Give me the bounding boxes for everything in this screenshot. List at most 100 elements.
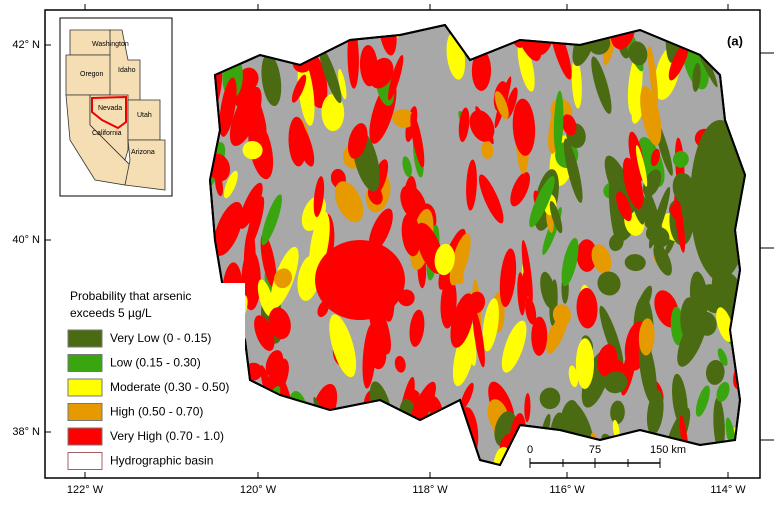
patch — [522, 270, 529, 302]
patch — [501, 320, 527, 373]
patch — [680, 297, 699, 342]
panel-label: (a) — [727, 33, 743, 48]
patch — [549, 200, 563, 234]
legend-label: Moderate (0.30 - 0.50) — [110, 380, 229, 394]
patch — [347, 26, 359, 89]
patch — [260, 233, 277, 288]
state-ut — [127, 99, 161, 141]
patch — [531, 316, 548, 356]
patch — [254, 315, 275, 351]
patch — [309, 211, 330, 277]
patch — [329, 314, 357, 378]
patch — [434, 243, 455, 276]
patch — [257, 279, 274, 317]
patch — [261, 53, 282, 107]
patch — [291, 74, 307, 103]
patch — [690, 120, 745, 280]
state-label: Arizona — [131, 149, 155, 156]
patch — [521, 239, 533, 304]
scale-label: 75 — [589, 444, 601, 456]
patch — [603, 371, 628, 394]
longitude-label: 114° W — [710, 484, 746, 496]
patch — [213, 201, 244, 256]
legend-title: exceeds 5 µg/L — [70, 306, 152, 320]
patch — [288, 116, 307, 167]
legend-swatch — [67, 378, 103, 397]
patch — [540, 271, 556, 309]
study-area-inset — [91, 95, 127, 130]
study-area-outline — [208, 23, 747, 467]
patch — [716, 381, 730, 402]
patch — [604, 155, 635, 214]
patch — [475, 106, 494, 145]
patch — [561, 114, 577, 136]
patch — [635, 144, 648, 187]
patch — [672, 150, 689, 168]
patch — [524, 393, 531, 423]
patch — [634, 285, 653, 321]
patch — [529, 176, 555, 228]
legend-label: Very Low (0 - 0.15) — [110, 331, 211, 345]
longitude-label: 118° W — [412, 484, 448, 496]
patch — [368, 208, 393, 252]
state-label: Oregon — [80, 71, 103, 78]
patch — [563, 138, 583, 203]
patch — [409, 309, 425, 347]
patch — [265, 350, 284, 377]
patch — [608, 180, 620, 243]
patch — [450, 293, 475, 348]
patch — [672, 172, 696, 206]
patch — [401, 212, 421, 257]
probability-patches — [210, 25, 745, 465]
patch — [410, 112, 425, 168]
patch — [458, 107, 470, 142]
patch — [392, 108, 415, 128]
legend: Probability that arsenic exceeds 5 µg/L … — [62, 283, 245, 473]
state-az — [124, 139, 166, 191]
state-label: Nevada — [98, 105, 122, 112]
patch — [539, 387, 561, 410]
patch — [242, 141, 263, 160]
patch — [692, 62, 701, 92]
patch — [668, 41, 689, 81]
patch — [575, 338, 595, 389]
patch — [695, 385, 710, 417]
patch — [713, 397, 725, 453]
patch — [525, 297, 537, 325]
patch — [670, 204, 681, 220]
patch — [568, 365, 578, 388]
patch — [624, 254, 646, 272]
latitude-label: 42° N — [12, 39, 40, 51]
patch — [561, 237, 579, 287]
state-label: Idaho — [118, 67, 136, 74]
patch — [472, 309, 485, 368]
patch — [494, 91, 509, 120]
patch — [576, 239, 598, 272]
latitude-label: 38° N — [12, 426, 40, 438]
patch — [362, 323, 377, 389]
graticule-labels: 42° N 40° N 38° N 122° W 120° W 118° W 116° W 1… — [12, 4, 774, 496]
patch — [650, 148, 660, 167]
patch — [591, 56, 612, 114]
patch — [261, 194, 282, 246]
patch — [274, 268, 293, 289]
patch — [717, 348, 728, 366]
patch — [552, 304, 572, 326]
legend-swatch — [67, 427, 103, 446]
longitude-label: 116° W — [549, 484, 585, 496]
patch — [571, 57, 582, 109]
state-label: Utah — [137, 112, 152, 119]
longitude-label: 120° W — [240, 484, 277, 496]
patch — [591, 244, 612, 274]
state-label: Washington — [92, 41, 129, 48]
patch — [653, 243, 672, 276]
patch — [223, 170, 238, 199]
patch — [239, 182, 263, 229]
patch — [553, 90, 564, 156]
patch — [628, 41, 648, 66]
latitude-label: 40° N — [12, 234, 40, 246]
patch — [246, 196, 265, 248]
patch — [219, 77, 237, 137]
patch — [268, 307, 291, 340]
